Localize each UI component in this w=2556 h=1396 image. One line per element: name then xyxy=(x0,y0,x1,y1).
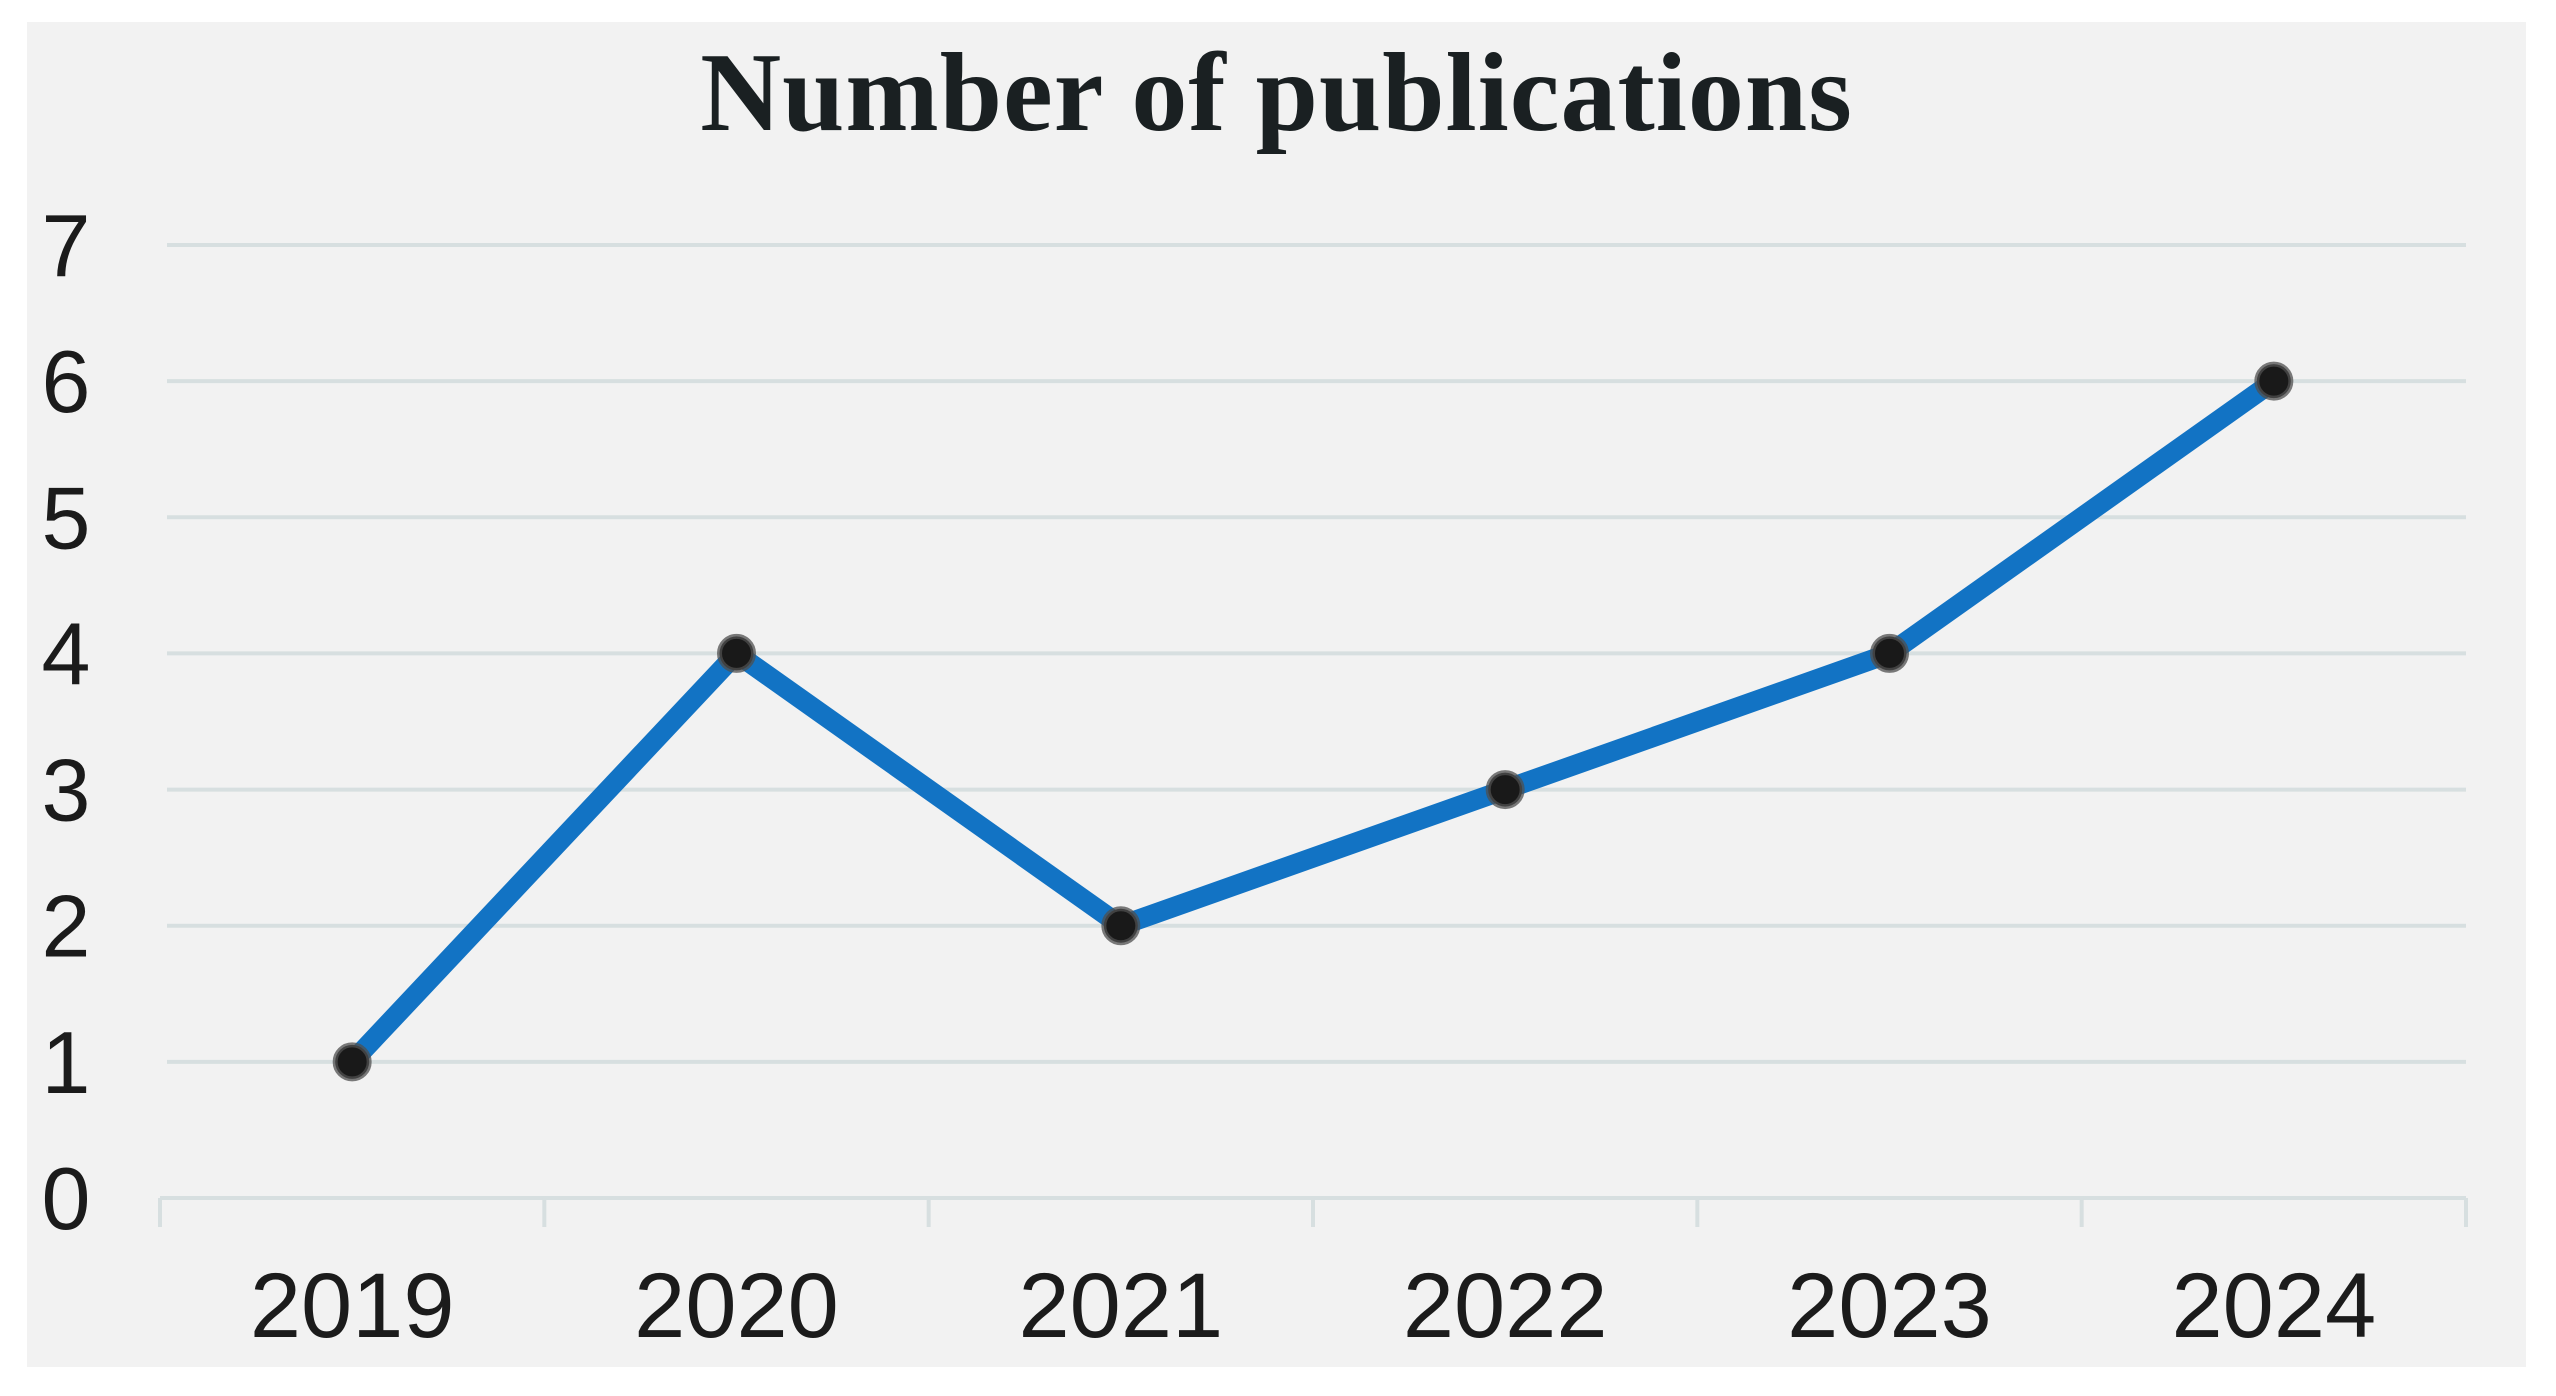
data-point-marker xyxy=(332,1042,372,1082)
data-point-marker xyxy=(1870,633,1909,673)
y-tick-label: 0 xyxy=(42,1149,91,1248)
x-tick-label: 2024 xyxy=(2171,1255,2376,1357)
data-point-marker xyxy=(1101,906,1141,946)
data-point-marker xyxy=(1485,770,1525,810)
y-tick-label: 7 xyxy=(42,196,91,295)
y-tick-label: 3 xyxy=(42,741,91,840)
x-tick-label: 2023 xyxy=(1787,1255,1992,1357)
x-tick-label: 2020 xyxy=(634,1255,839,1357)
data-point-marker xyxy=(2254,361,2294,401)
chart-panel: Number of publications 0 1 2 3 4 5 6 7 2019 2020 2… xyxy=(27,22,2526,1367)
publications-line-chart: 0 1 2 3 4 5 6 7 2019 2020 2021 2022 2023 2024 xyxy=(42,196,2468,1357)
x-tick-label: 2022 xyxy=(1403,1255,1608,1357)
chart-title: Number of publications xyxy=(700,31,1853,155)
y-tick-label: 4 xyxy=(42,604,91,703)
series-line xyxy=(342,371,2284,1072)
y-tick-label: 6 xyxy=(42,332,91,431)
y-tick-label: 5 xyxy=(42,468,91,567)
y-tick-label: 2 xyxy=(42,877,91,976)
y-tick-label: 1 xyxy=(42,1013,91,1112)
x-tick-label: 2019 xyxy=(250,1255,455,1357)
data-point-marker xyxy=(717,633,756,673)
x-tick-label: 2021 xyxy=(1018,1255,1223,1357)
